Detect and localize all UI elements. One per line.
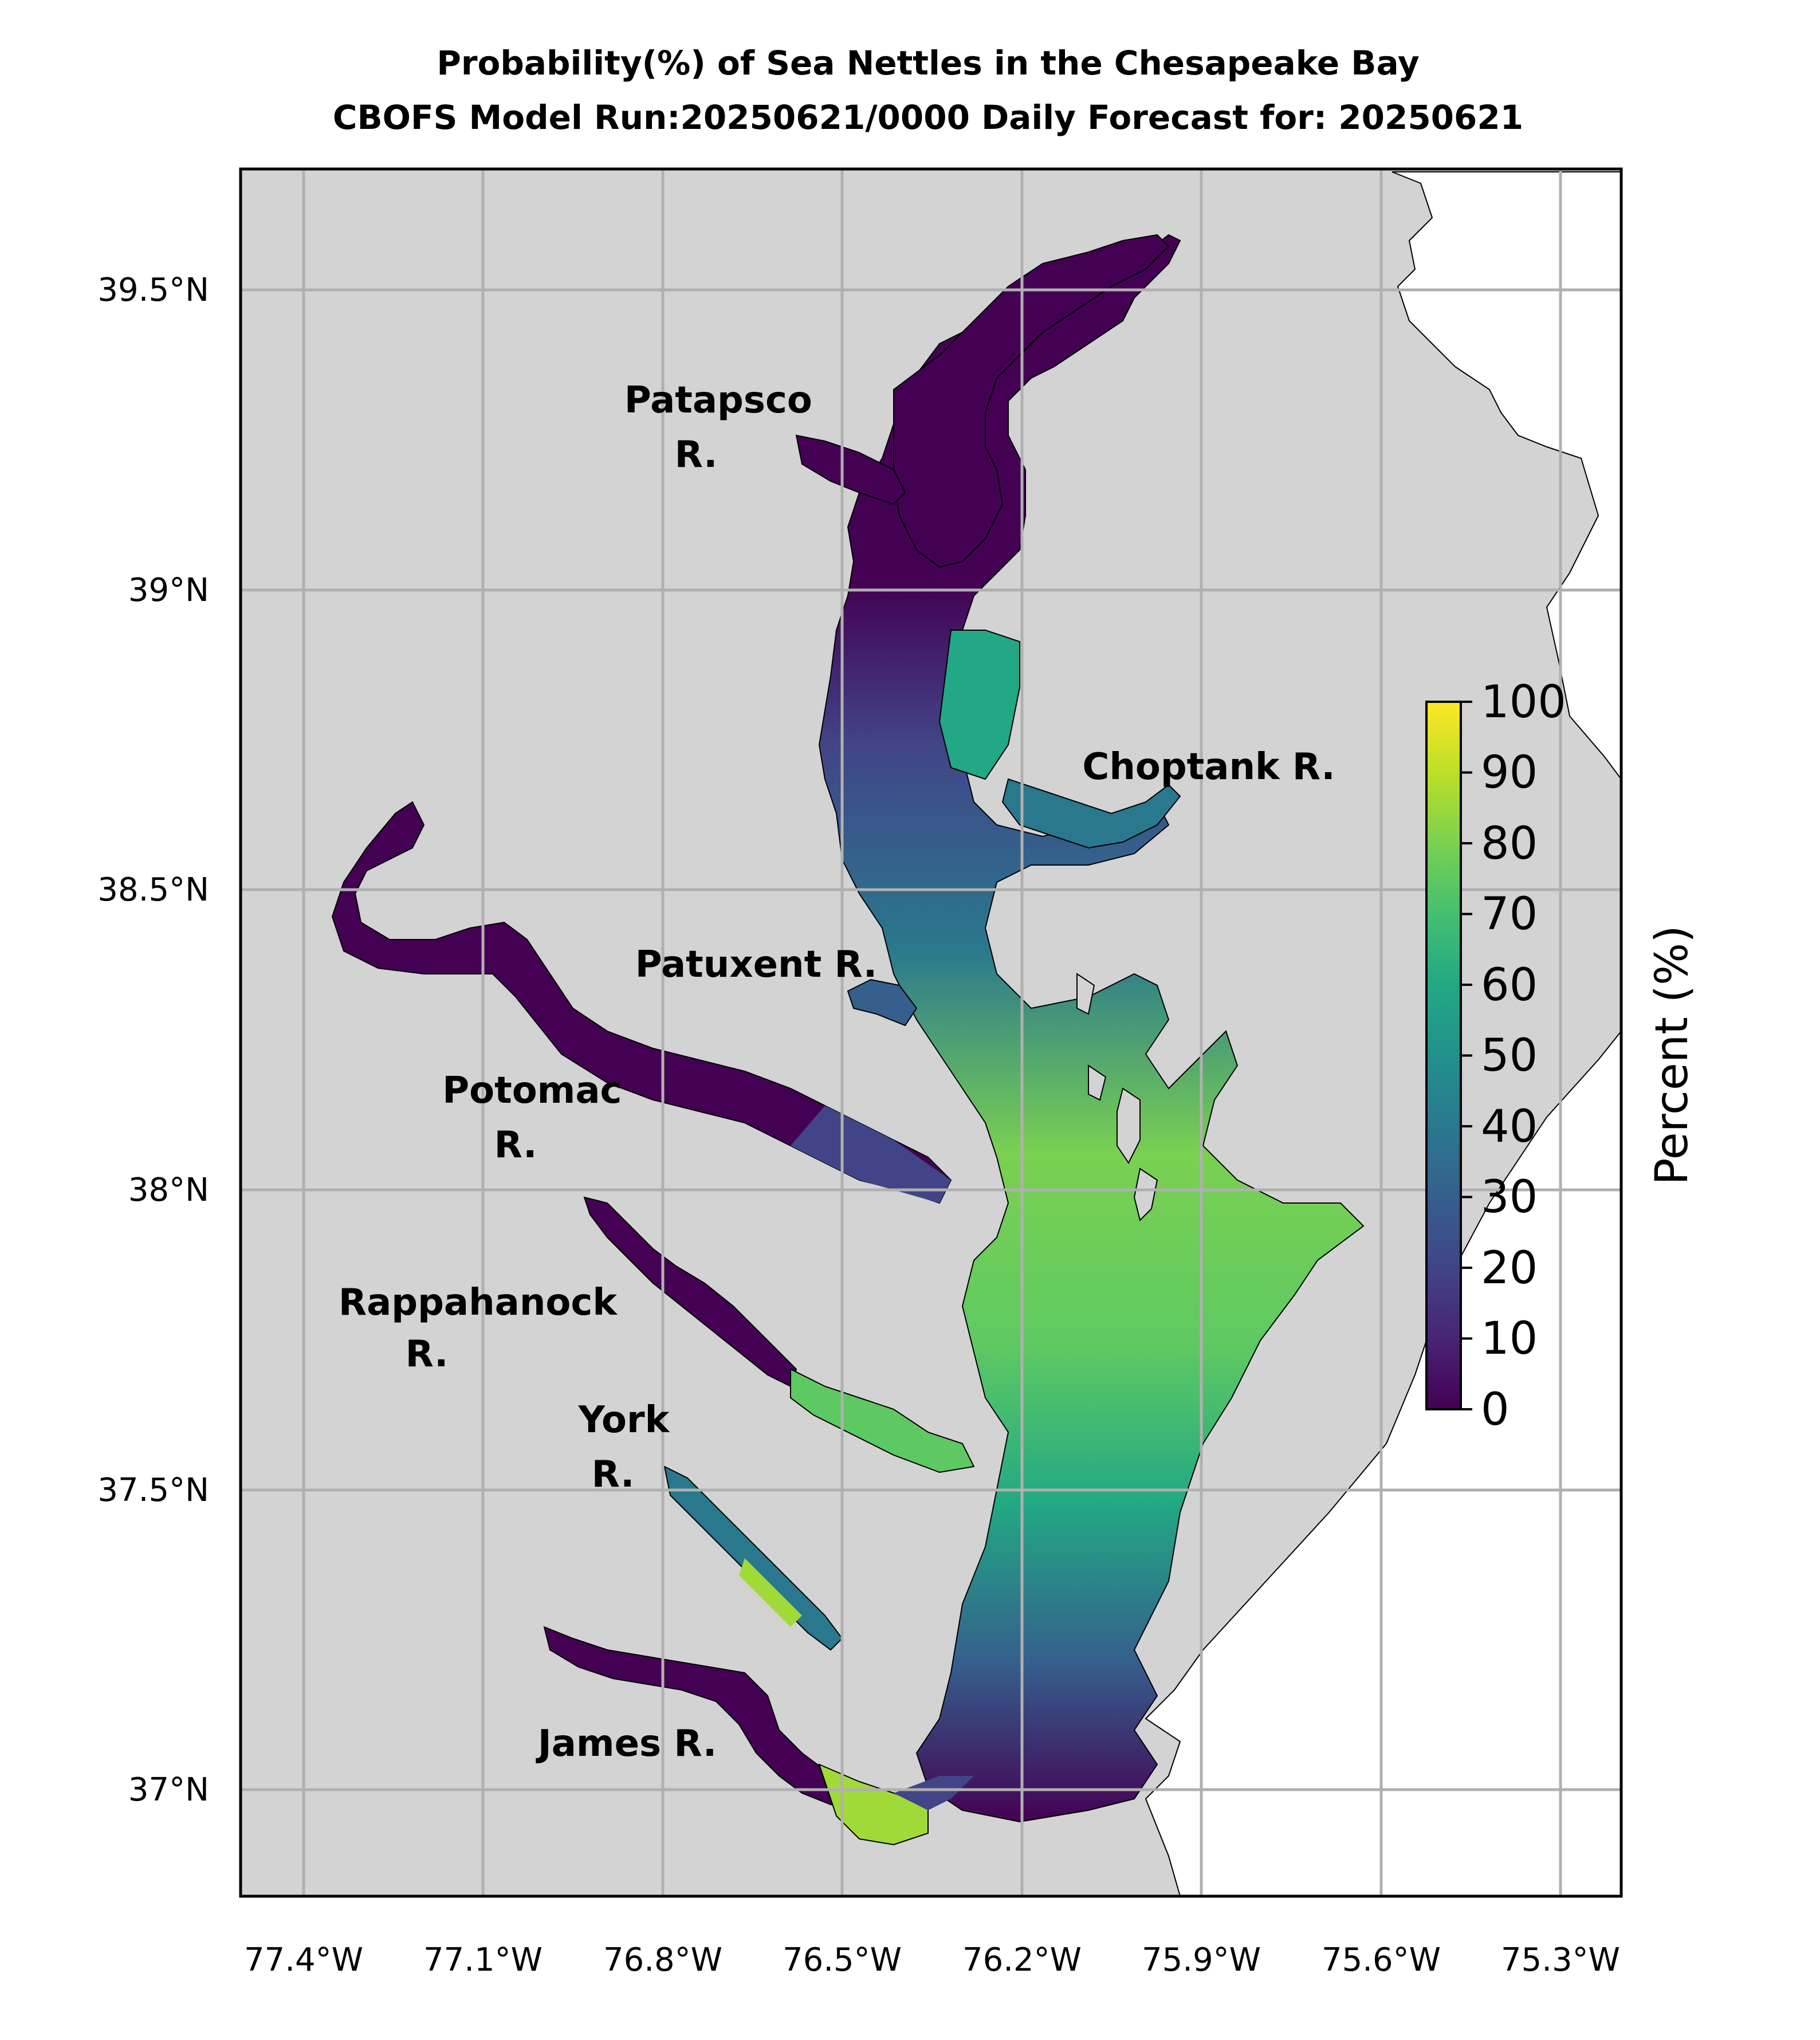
lon-tick-label: 76.2°W [962, 1941, 1082, 1979]
lat-tick-label: 38°N [128, 1172, 209, 1209]
river-label-potomac: Potomac R. [442, 1070, 635, 1166]
colorbar-tick-label: 10 [1481, 1313, 1538, 1365]
lat-tick-labels: 39.5°N 39°N 38.5°N 38°N 37.5°N 37°N [97, 272, 209, 1809]
bay-island-1 [1117, 1087, 1141, 1164]
colorbar-tick-label: 80 [1481, 818, 1538, 870]
atlantic-ocean [1145, 171, 1621, 1896]
colorbar-tick-label: 30 [1481, 1172, 1538, 1223]
bay-island-2 [1133, 1168, 1158, 1221]
lat-tick-label: 37.5°N [97, 1472, 209, 1509]
map-axes [241, 169, 1621, 1896]
potomac-mouth [791, 1106, 951, 1203]
river-label-choptank: Choptank R. [1082, 746, 1335, 788]
york-river-mid [739, 1558, 802, 1627]
lon-tick-label: 76.5°W [783, 1941, 902, 1979]
lon-tick-label: 75.6°W [1322, 1941, 1441, 1979]
river-label-james: James R. [536, 1723, 717, 1765]
lon-tick-label: 77.1°W [423, 1941, 543, 1979]
lat-tick-label: 39.5°N [97, 272, 209, 309]
rappahannock-lower [790, 1368, 975, 1473]
map-title-line-1: Probability(%) of Sea Nettles in the Che… [437, 44, 1419, 82]
upper-bay [893, 234, 1170, 568]
lon-tick-labels: 77.4°W 77.1°W 76.8°W 76.5°W 76.2°W 75.9°… [244, 1941, 1620, 1979]
colorbar-tick-label: 90 [1481, 747, 1538, 799]
map-title-line-2: CBOFS Model Run:20250621/0000 Daily Fore… [333, 98, 1523, 137]
colorbar-gradient [1425, 701, 1462, 1410]
colorbar: 0 10 20 30 40 50 60 70 80 90 100 Percent… [1425, 677, 1698, 1436]
lon-tick-label: 75.9°W [1142, 1941, 1261, 1979]
lat-tick-label: 37°N [128, 1771, 209, 1809]
eastern-shore-tributary [938, 630, 1020, 780]
lon-tick-label: 77.4°W [244, 1941, 363, 1979]
lat-tick-label: 38.5°N [97, 871, 209, 909]
lon-tick-label: 75.3°W [1501, 1941, 1620, 1979]
river-label-york: York R. [578, 1399, 682, 1496]
hampton-roads [894, 1776, 974, 1810]
colorbar-ticks [1461, 701, 1472, 1410]
colorbar-tick-label: 70 [1481, 889, 1538, 940]
map-frame [239, 167, 1623, 1898]
colorbar-tick-label: 40 [1481, 1101, 1538, 1153]
james-river-mouth [818, 1763, 929, 1846]
river-label-patapsco: Patapsco R. [624, 379, 825, 476]
colorbar-tick-labels: 0 10 20 30 40 50 60 70 80 90 100 [1481, 677, 1566, 1436]
river-labels: Patapsco R. Choptank R. Patuxent R. Poto… [339, 379, 1335, 1765]
potomac-river [331, 801, 952, 1204]
york-river [663, 1465, 843, 1651]
colorbar-tick-label: 0 [1481, 1384, 1510, 1436]
choptank-river [1001, 778, 1181, 849]
map-grid [241, 169, 1621, 1896]
patuxent-river [847, 978, 918, 1027]
lon-tick-label: 76.8°W [603, 1941, 722, 1979]
colorbar-tick-label: 60 [1481, 960, 1538, 1011]
colorbar-tick-label: 20 [1481, 1243, 1538, 1294]
colorbar-tick-label: 100 [1481, 677, 1566, 728]
colorbar-axis-label: Percent (%) [1646, 925, 1698, 1185]
river-label-rappahanock: Rappahanock R. [339, 1282, 630, 1375]
bay-island-4 [1076, 973, 1095, 1015]
lat-tick-label: 39°N [128, 572, 209, 609]
colorbar-tick-label: 50 [1481, 1030, 1538, 1082]
bay-island-3 [1088, 1064, 1107, 1101]
river-label-patuxent: Patuxent R. [635, 944, 877, 986]
